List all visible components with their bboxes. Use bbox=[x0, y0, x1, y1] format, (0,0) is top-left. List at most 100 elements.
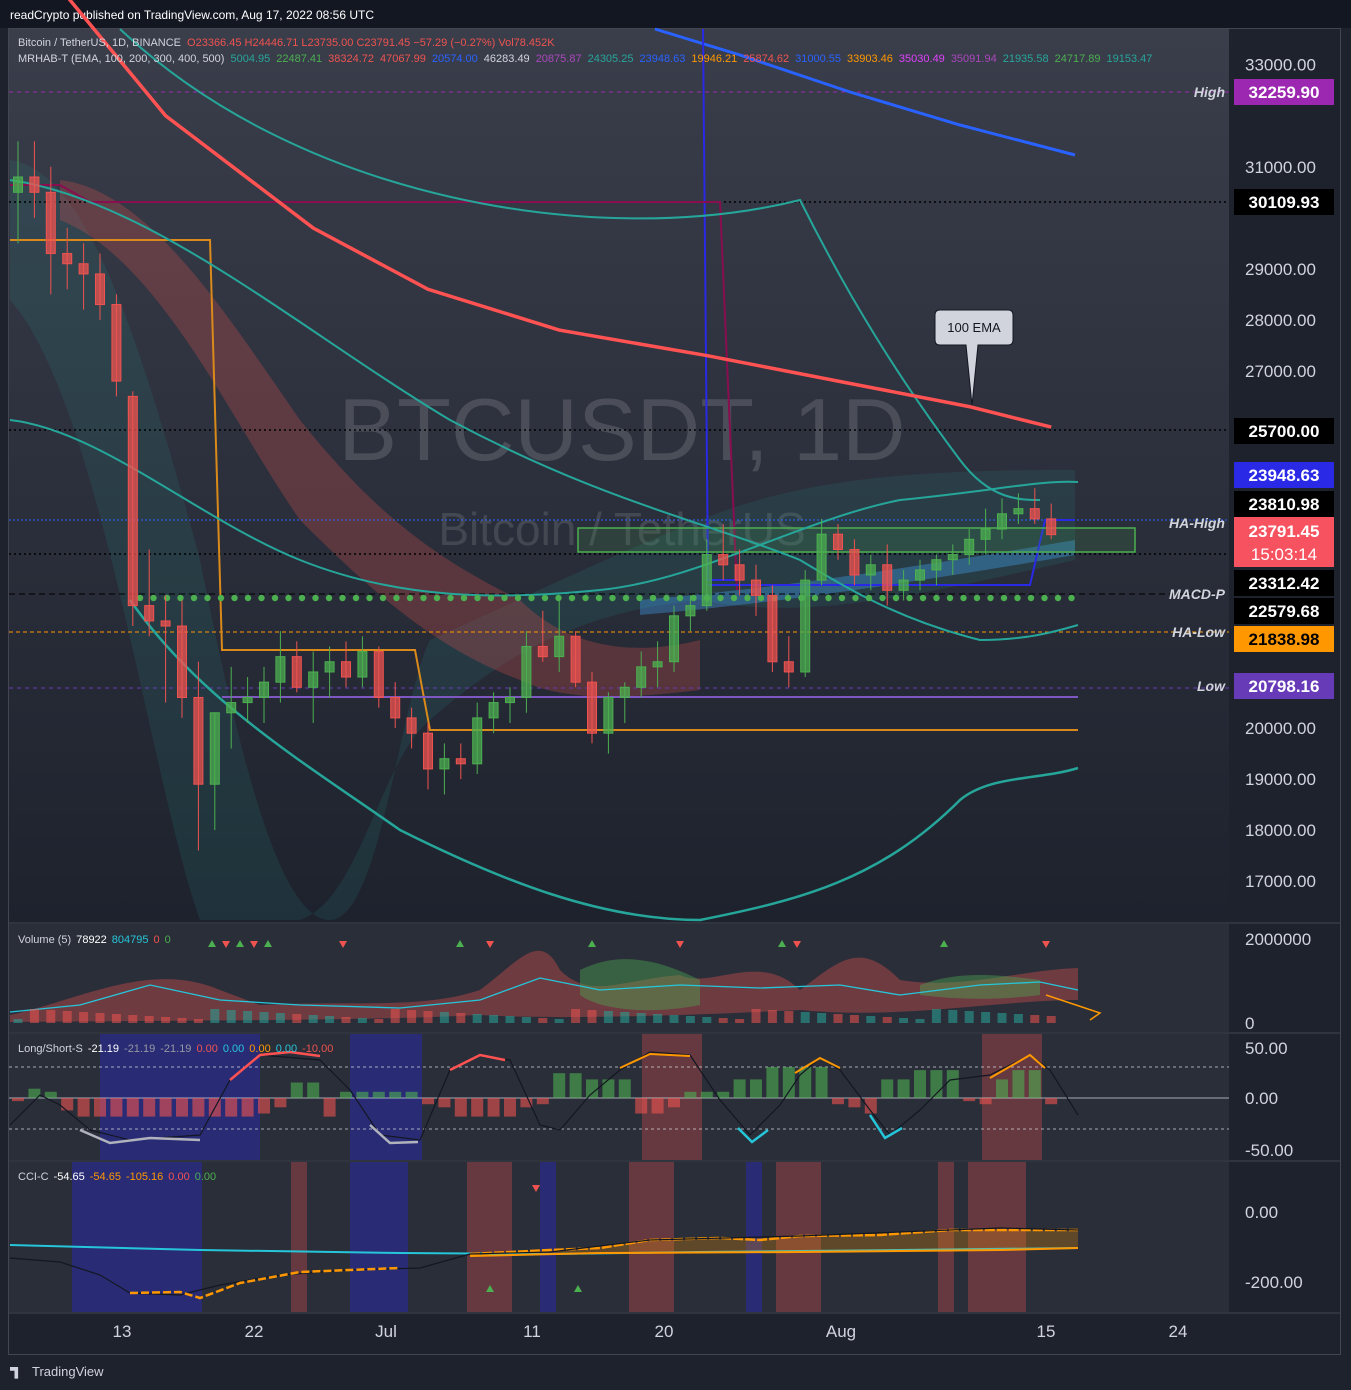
high-value: 32259.90 bbox=[1249, 83, 1320, 102]
candle-body bbox=[193, 696, 204, 785]
candle-body bbox=[324, 661, 335, 673]
high-name: High bbox=[1194, 84, 1225, 100]
candle-body bbox=[357, 651, 368, 678]
macd-dot bbox=[757, 594, 765, 602]
candle-body bbox=[439, 758, 450, 770]
macd-dot bbox=[379, 594, 387, 602]
candle-body bbox=[898, 579, 909, 591]
volume-bar bbox=[620, 1012, 630, 1023]
ema-callout-text: 100 EMA bbox=[947, 320, 1001, 335]
ls-orange-arc-1 bbox=[619, 1052, 691, 1069]
macd-dot bbox=[838, 594, 846, 602]
candle-body bbox=[669, 615, 679, 663]
ls-bar bbox=[881, 1079, 894, 1098]
volume-bar bbox=[685, 1016, 695, 1023]
ls-bar bbox=[422, 1098, 434, 1105]
candle-body bbox=[603, 696, 614, 734]
volume-markers bbox=[208, 940, 1050, 948]
ls-bar bbox=[914, 1070, 926, 1098]
volume-bar bbox=[702, 1017, 712, 1023]
macd-dot bbox=[433, 594, 441, 602]
macd-p-value: 22579.68 bbox=[1249, 602, 1320, 621]
volume-bar bbox=[128, 1015, 138, 1023]
main-chart[interactable]: BTCUSDT, 1D Bitcoin / TetherUS 100 EMA B… bbox=[0, 0, 1351, 1360]
volume-bar bbox=[374, 1019, 384, 1023]
volume-bar bbox=[653, 1014, 663, 1023]
price-tick: 27000.00 bbox=[1245, 362, 1316, 381]
candle-body bbox=[718, 554, 729, 566]
candle-body bbox=[472, 717, 483, 765]
ls-legend: Long/Short-S -21.19 -21.19 -21.19 0.00 0.00 0.… bbox=[18, 1043, 333, 1055]
volume-bar bbox=[571, 1009, 581, 1023]
macd-dot bbox=[852, 594, 859, 602]
candle-body bbox=[554, 635, 565, 658]
volume-bar bbox=[833, 1014, 843, 1023]
price-tick: 31000.00 bbox=[1245, 158, 1316, 177]
ls-bar bbox=[94, 1098, 106, 1117]
macd-dot bbox=[582, 594, 589, 602]
candle-body bbox=[341, 661, 351, 678]
macd-dot bbox=[825, 594, 832, 602]
candle-body bbox=[488, 702, 499, 719]
ls-axis-neg50: -50.00 bbox=[1245, 1141, 1293, 1160]
macd-dot bbox=[663, 594, 670, 602]
volume-bar bbox=[423, 1011, 433, 1023]
time-label: 13 bbox=[113, 1322, 132, 1341]
cci-red-zone-5 bbox=[938, 1162, 954, 1312]
volume-bar bbox=[931, 1009, 941, 1023]
ls-bar bbox=[44, 1091, 57, 1098]
ls-bar bbox=[848, 1098, 861, 1108]
ls-bar bbox=[126, 1098, 139, 1117]
volume-bar bbox=[243, 1011, 253, 1023]
volume-bar bbox=[407, 1010, 417, 1023]
macd-dot bbox=[366, 594, 373, 602]
red-ribbon bbox=[60, 180, 700, 697]
macd-dot bbox=[447, 594, 454, 602]
low-value: 20798.16 bbox=[1249, 677, 1320, 696]
volume-axis-top: 2000000 bbox=[1245, 930, 1311, 949]
macd-dot bbox=[1041, 594, 1048, 602]
current-price: 23791.45 bbox=[1249, 522, 1320, 541]
ls-bar bbox=[569, 1073, 582, 1098]
teal-down-curve bbox=[119, 28, 1041, 501]
macd-dot bbox=[136, 594, 144, 602]
cci-markers bbox=[486, 1185, 582, 1292]
macd-dot bbox=[568, 594, 576, 602]
candle-body bbox=[177, 625, 187, 698]
volume-axis-bottom: 0 bbox=[1245, 1014, 1254, 1033]
macd-dot bbox=[676, 594, 684, 602]
ls-bar bbox=[192, 1098, 205, 1117]
volume-bar bbox=[538, 1018, 548, 1023]
candle-body bbox=[259, 681, 269, 698]
volume-bar bbox=[439, 1012, 449, 1023]
ls-bar bbox=[782, 1067, 795, 1098]
price-tick: 28000.00 bbox=[1245, 311, 1316, 330]
macd-p-name: MACD-P bbox=[1169, 586, 1226, 602]
volume-green-cloud bbox=[580, 959, 1040, 1011]
candle-body bbox=[13, 176, 23, 193]
volume-red-cloud bbox=[10, 950, 1078, 1022]
candle-body bbox=[767, 594, 778, 663]
watermark-symbol: BTCUSDT, 1D bbox=[338, 380, 905, 479]
volume-bar bbox=[915, 1019, 925, 1023]
ls-bar bbox=[635, 1098, 648, 1114]
macd-dot bbox=[1014, 594, 1021, 602]
footer-brand-text: TradingView bbox=[32, 1364, 104, 1379]
volume-bar bbox=[357, 1018, 367, 1023]
ema-callout: 100 EMA bbox=[934, 309, 1014, 406]
blue-ema-line bbox=[654, 27, 1076, 157]
watermark-name: Bitcoin / TetherUS bbox=[438, 503, 805, 555]
macd-dot bbox=[271, 594, 279, 602]
macd-dot bbox=[352, 594, 360, 602]
volume-orange-arrow bbox=[1045, 994, 1102, 1021]
ls-bar bbox=[815, 1067, 828, 1098]
volume-bar bbox=[95, 1013, 105, 1023]
candle-body bbox=[242, 696, 253, 704]
candle-body bbox=[849, 548, 860, 576]
time-axis-labels: 13 22 Jul 11 20 Aug 15 24 bbox=[113, 1322, 1188, 1341]
ls-bar bbox=[290, 1082, 303, 1098]
candle-body bbox=[62, 253, 73, 265]
macd-dot bbox=[730, 594, 738, 602]
candle-body bbox=[127, 395, 138, 607]
cci-axis-0: 0.00 bbox=[1245, 1203, 1278, 1222]
